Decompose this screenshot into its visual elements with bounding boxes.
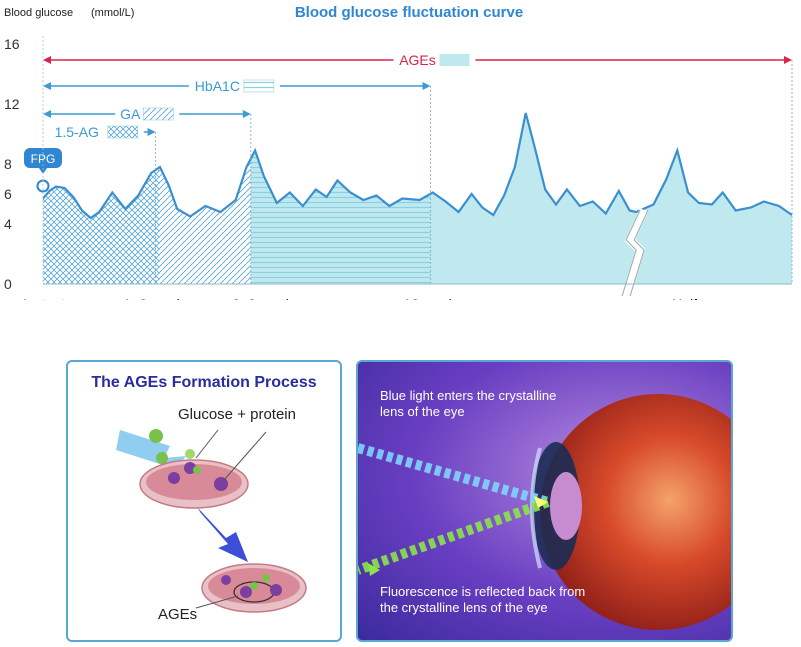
arrow-head-right [147, 128, 156, 136]
event-label-ages: AGEs [399, 52, 436, 68]
x-tick-label: 1−2 weeks [123, 296, 190, 300]
x-tick-label: 12 weeks [403, 296, 462, 300]
arrow-head-left [43, 56, 51, 64]
x-tick-label: Instant [23, 296, 65, 300]
axis-break-line-b [621, 209, 641, 297]
event-label-ga: GA [120, 106, 141, 122]
y-axis-ticks: 0 4 6 8 12 16 [4, 36, 20, 292]
ages-label: AGEs [158, 606, 198, 623]
y-tick-label: 0 [4, 276, 12, 292]
eye-text-top: Blue light enters the crystalline lens o… [380, 388, 557, 419]
arrow-head-left [43, 82, 51, 90]
axis-break-line-a [629, 209, 649, 297]
event-label-1.5-ag: 1.5-AG [55, 124, 99, 140]
x-tick-label: 2−3 weeks [232, 296, 299, 300]
arrow-head-right [784, 56, 792, 64]
y-tick-label: 6 [4, 186, 12, 202]
arrow-head-right [422, 82, 431, 90]
y-axis-label: Blood glucose [4, 7, 73, 19]
glucose-protein-label: Glucose + protein [178, 406, 296, 423]
event-swatch [107, 125, 139, 139]
fpg-label: FPG [31, 152, 56, 166]
chart-title: Blood glucose fluctuation curve [295, 4, 523, 21]
y-tick-label: 12 [4, 96, 20, 112]
eye-fluorescence-panel: Blue light enters the crystalline lens o… [356, 360, 733, 642]
x-tick-label: Half a year or more [672, 296, 792, 300]
y-axis-unit: (mmol/L) [91, 7, 134, 19]
y-tick-label: 4 [4, 216, 12, 232]
y-tick-label: 8 [4, 156, 12, 172]
event-swatch [143, 107, 174, 121]
ages-panel-title: The AGEs Formation Process [91, 374, 317, 391]
ages-formation-panel: The AGEs Formation Process Glucose + pro… [66, 360, 342, 642]
eye-illustration [358, 394, 731, 630]
event-label-hba1c: HbA1C [195, 78, 240, 94]
arrow-head-right [242, 110, 251, 118]
axis-break-gap [621, 208, 649, 298]
glucose-curve [42, 112, 793, 220]
marker-arrows: FPG 1.5-AG GA HbA1C AGEs [24, 50, 793, 284]
x-axis-ticks: Instant 1−2 weeks 2−3 weeks 12 weeks Half a … [23, 296, 792, 300]
glucose-chart: Blood glucose (mmol/L) Blood glucose flu… [4, 4, 793, 300]
arrow-head-left [43, 110, 51, 118]
event-swatch [243, 79, 275, 93]
event-swatch [439, 54, 470, 66]
eye-text-bottom: Fluorescence is reflected back from the … [380, 584, 586, 615]
y-tick-label: 16 [4, 36, 20, 52]
fpg-badge-tail [39, 168, 47, 174]
ages-illustration [116, 429, 307, 613]
